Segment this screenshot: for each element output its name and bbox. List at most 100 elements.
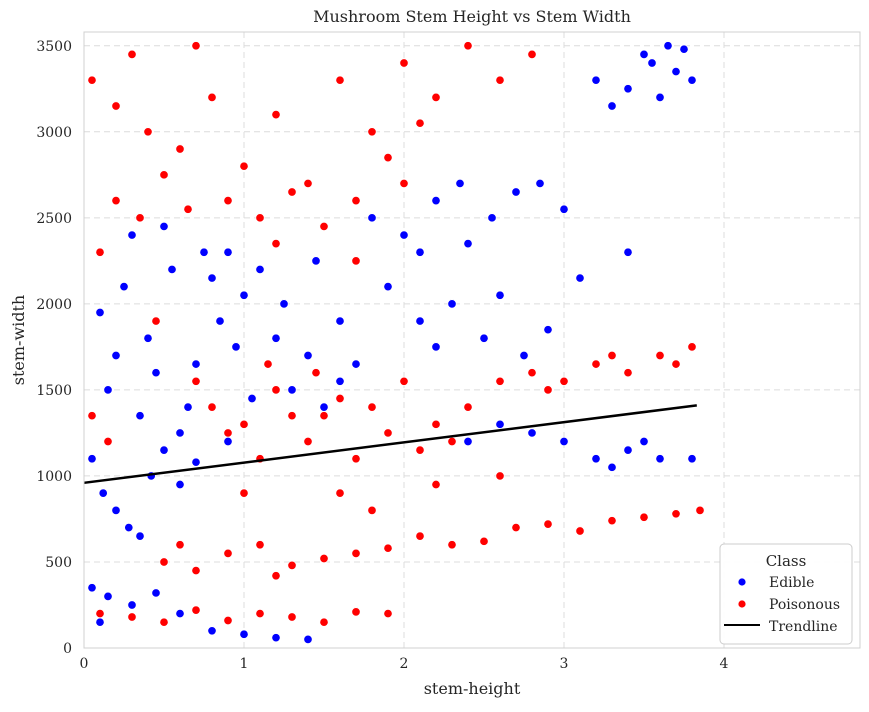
poisonous-point	[207, 402, 217, 412]
poisonous-point	[191, 605, 201, 615]
legend-box	[719, 543, 853, 645]
poisonous-point	[159, 617, 169, 627]
poisonous-point	[607, 350, 617, 361]
poisonous-point	[95, 247, 105, 257]
edible-point	[335, 316, 345, 326]
poisonous-point	[335, 75, 345, 85]
edible-point	[311, 256, 321, 266]
poisonous-point	[335, 393, 345, 404]
edible-point	[199, 247, 209, 257]
poisonous-point	[223, 548, 233, 558]
edible-point	[591, 454, 601, 464]
edible-point	[559, 436, 569, 447]
edible-point	[639, 436, 649, 447]
edible-point	[239, 629, 249, 639]
poisonous-point	[431, 419, 441, 429]
poisonous-point	[575, 526, 585, 536]
edible-point	[143, 333, 153, 343]
poisonous-point	[223, 428, 233, 438]
y-tick-label: 1000	[36, 469, 72, 485]
poisonous-point	[383, 153, 393, 163]
poisonous-point	[463, 41, 473, 51]
poisonous-point	[111, 101, 121, 111]
poisonous-point	[495, 376, 505, 386]
legend-edible-marker	[737, 577, 747, 587]
edible-point	[655, 92, 665, 102]
edible-point	[119, 282, 129, 292]
poisonous-point	[183, 204, 193, 214]
edible-point	[607, 101, 617, 111]
edible-point	[287, 385, 297, 395]
edible-point	[623, 445, 633, 455]
edible-point	[271, 333, 281, 343]
y-tick-labels: 0 500 1000 1500 2000 2500 3000 3500	[36, 39, 72, 657]
legend-title: Class	[766, 552, 807, 570]
edible-point	[175, 479, 185, 490]
edible-point	[135, 411, 145, 421]
poisonous-point	[335, 488, 345, 498]
edible-point	[519, 350, 529, 361]
edible-point	[639, 49, 649, 59]
poisonous-point	[319, 221, 329, 231]
poisonous-point	[239, 161, 249, 171]
chart-title: Mushroom Stem Height vs Stem Width	[313, 7, 631, 26]
x-tick-label: 4	[720, 656, 729, 672]
poisonous-point	[383, 609, 393, 619]
poisonous-point	[271, 571, 281, 581]
poisonous-point	[287, 411, 297, 421]
edible-point	[383, 282, 393, 292]
poisonous-point	[303, 178, 313, 188]
edible-point	[559, 204, 569, 214]
poisonous-point	[495, 75, 505, 85]
edible-point	[159, 221, 169, 231]
poisonous-point	[319, 617, 329, 627]
edible-point	[95, 307, 105, 318]
poisonous-point	[95, 609, 105, 619]
poisonous-point	[239, 419, 249, 429]
poisonous-point	[255, 213, 265, 223]
edible-point	[527, 428, 537, 438]
poisonous-point	[447, 436, 457, 447]
edible-point	[511, 187, 521, 197]
poisonous-point	[351, 454, 361, 464]
edible-point	[255, 264, 265, 275]
edible-point	[247, 393, 257, 404]
poisonous-point	[527, 368, 537, 378]
edible-point	[623, 247, 633, 257]
poisonous-point	[399, 376, 409, 386]
poisonous-point	[671, 359, 681, 369]
poisonous-point	[255, 540, 265, 550]
poisonous-point	[351, 256, 361, 266]
edible-point	[239, 290, 249, 300]
edible-point	[687, 75, 697, 85]
edible-point	[431, 196, 441, 206]
poisonous-point	[287, 612, 297, 622]
poisonous-point	[607, 516, 617, 526]
legend: Class Edible Poisonous Trendline	[719, 543, 853, 645]
poisonous-point	[559, 376, 569, 386]
edible-point	[487, 213, 497, 223]
poisonous-point	[351, 196, 361, 206]
poisonous-point	[87, 75, 97, 85]
poisonous-point	[223, 196, 233, 206]
edible-point	[207, 626, 217, 636]
edible-point	[167, 264, 177, 275]
poisonous-point	[127, 49, 137, 59]
poisonous-point	[239, 488, 249, 498]
poisonous-point	[351, 548, 361, 558]
y-tick-label: 2000	[36, 297, 72, 313]
poisonous-point	[447, 540, 457, 550]
poisonous-point	[367, 505, 377, 515]
edible-point	[319, 402, 329, 412]
edible-point	[191, 359, 201, 369]
x-tick-labels: 0 1 2 3 4	[80, 656, 729, 672]
edible-point	[431, 342, 441, 352]
edible-point	[575, 273, 585, 283]
poisonous-point	[255, 609, 265, 619]
x-tick-label: 2	[400, 656, 409, 672]
poisonous-point	[639, 512, 649, 522]
edible-point	[183, 402, 193, 412]
y-tick-label: 0	[63, 641, 72, 657]
edible-point	[223, 247, 233, 257]
edible-point	[455, 178, 465, 188]
